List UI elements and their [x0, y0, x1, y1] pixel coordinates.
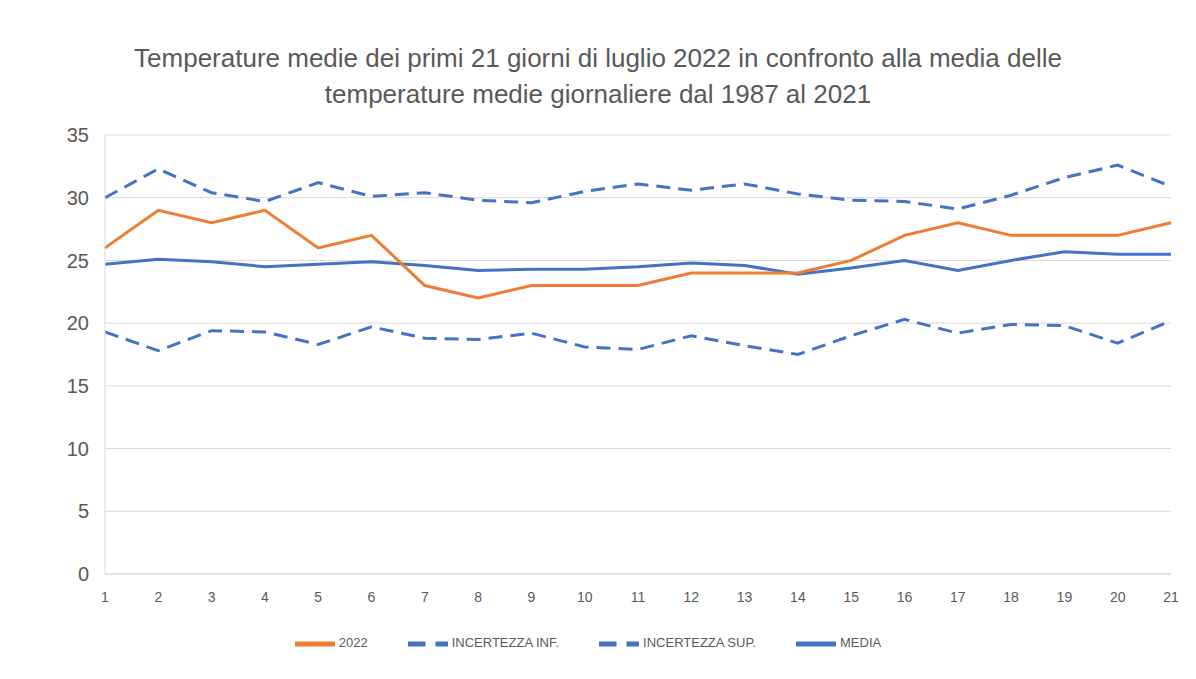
svg-text:20: 20	[1110, 589, 1126, 605]
svg-text:16: 16	[897, 589, 913, 605]
svg-text:25: 25	[67, 250, 89, 272]
svg-text:17: 17	[950, 589, 966, 605]
svg-text:5: 5	[78, 500, 89, 522]
svg-text:14: 14	[790, 589, 806, 605]
html-text:Temperature medie dei primi 21: Temperature medie dei primi 21 giorni di…	[134, 43, 1062, 109]
svg-text:35: 35	[67, 124, 89, 146]
svg-text:11: 11	[631, 589, 646, 605]
svg-text:9: 9	[528, 589, 536, 605]
svg-text:10: 10	[67, 438, 89, 460]
html-text:MEDIA: MEDIA	[840, 635, 882, 651]
svg-text:6: 6	[368, 589, 376, 605]
svg-text:15: 15	[67, 375, 89, 397]
svg-text:4: 4	[261, 589, 269, 605]
svg-text:12: 12	[684, 589, 700, 605]
svg-text:0: 0	[78, 563, 89, 585]
svg-text:30: 30	[67, 187, 89, 209]
svg-text:2: 2	[154, 589, 162, 605]
html-text:INCERTEZZA INF.: INCERTEZZA INF.	[451, 635, 560, 651]
svg-text:8: 8	[474, 589, 482, 605]
svg-text:21: 21	[1163, 589, 1179, 605]
svg-text:20: 20	[67, 312, 89, 334]
svg-text:1: 1	[101, 589, 109, 605]
svg-text:15: 15	[843, 589, 859, 605]
svg-text:7: 7	[421, 589, 429, 605]
svg-text:3: 3	[208, 589, 216, 605]
svg-text:5: 5	[314, 589, 322, 605]
html-text:INCERTEZZA SUP.: INCERTEZZA SUP.	[643, 635, 756, 651]
svg-text:10: 10	[577, 589, 593, 605]
svg-text:19: 19	[1057, 589, 1073, 605]
svg-text:13: 13	[737, 589, 753, 605]
html-text:2022: 2022	[338, 635, 368, 651]
svg-text:18: 18	[1003, 589, 1019, 605]
